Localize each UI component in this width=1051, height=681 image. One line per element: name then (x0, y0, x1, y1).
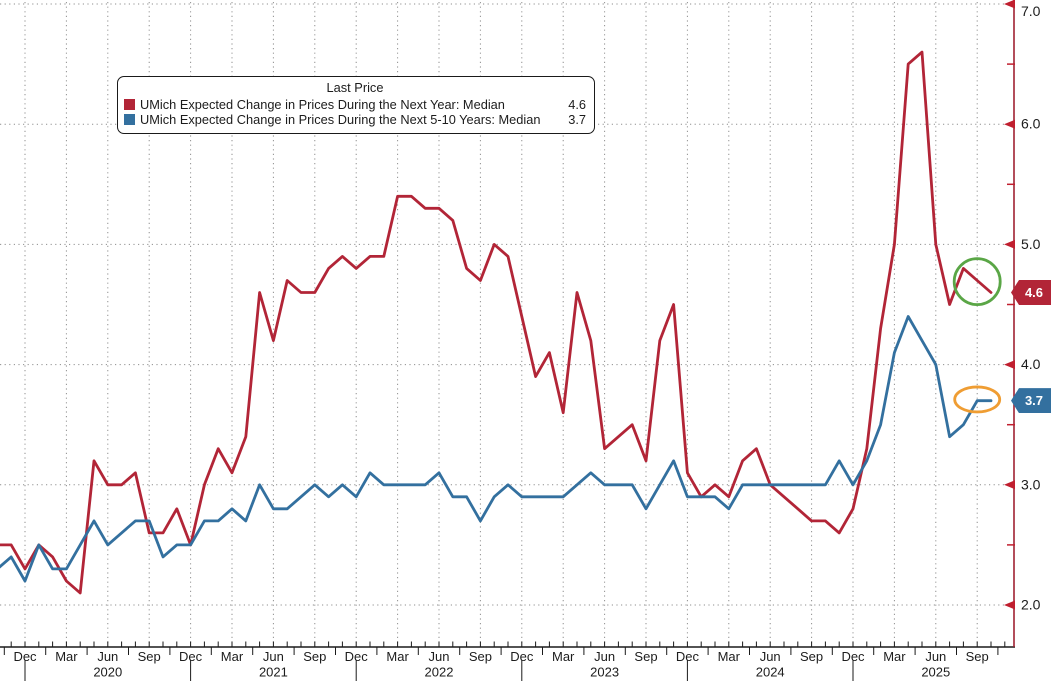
y-axis-label: 3.0 (1021, 476, 1041, 492)
series-line-five-ten-years (0, 315, 993, 583)
y-axis-label: 5.0 (1021, 236, 1041, 252)
month-label: Dec (841, 649, 865, 664)
month-label: Dec (345, 649, 369, 664)
month-label: Jun (429, 649, 450, 664)
year-label: 2020 (93, 665, 122, 680)
legend: Last Price UMich Expected Change in Pric… (117, 76, 595, 134)
year-label: 2021 (259, 665, 288, 680)
month-label: Mar (883, 649, 906, 664)
series-line-next-year (0, 50, 993, 595)
month-label: Dec (13, 649, 37, 664)
month-label: Dec (676, 649, 700, 664)
month-label: Jun (760, 649, 781, 664)
red-series-swatch-icon (124, 98, 135, 110)
month-label: Dec (179, 649, 203, 664)
legend-value-next-year: 4.6 (568, 96, 586, 112)
y-tick-arrow-icon (1004, 360, 1015, 370)
legend-label-5-10-years: UMich Expected Change in Prices During t… (140, 112, 541, 127)
legend-label-next-year: UMich Expected Change in Prices During t… (140, 96, 505, 112)
last-price-badge-next-year: 4.6 (1011, 279, 1051, 305)
month-label: Sep (303, 649, 326, 664)
annotation-ellipse-orange (953, 385, 1002, 414)
month-label: Sep (634, 649, 657, 664)
y-axis-label: 6.0 (1021, 116, 1041, 132)
year-label: 2023 (590, 665, 619, 680)
month-label: Sep (966, 649, 989, 664)
legend-row-5-10-years: UMich Expected Change in Prices During t… (124, 112, 586, 128)
y-tick-arrow-icon (1004, 480, 1015, 490)
y-axis-label: 4.0 (1021, 356, 1041, 372)
year-label: 2025 (921, 665, 950, 680)
legend-title: Last Price (326, 80, 384, 95)
month-label: Dec (510, 649, 534, 664)
month-label: Jun (594, 649, 615, 664)
month-label: Mar (386, 649, 409, 664)
y-tick-arrow-icon (1004, 0, 1015, 9)
month-label: Mar (718, 649, 741, 664)
year-label: 2022 (425, 665, 454, 680)
y-tick-arrow-icon (1004, 239, 1015, 249)
y-axis-label: 2.0 (1021, 597, 1041, 613)
y-axis-label: 7.0 (1021, 3, 1041, 19)
month-label: Mar (221, 649, 244, 664)
month-label: Sep (800, 649, 823, 664)
month-label: Mar (552, 649, 575, 664)
annotation-circle-green (952, 257, 1002, 307)
month-label: Sep (138, 649, 161, 664)
month-label: Jun (97, 649, 118, 664)
y-tick-arrow-icon (1004, 600, 1015, 610)
month-label: Jun (925, 649, 946, 664)
blue-series-swatch-icon (124, 114, 135, 126)
year-label: 2024 (756, 665, 785, 680)
month-label: Jun (263, 649, 284, 664)
y-tick-arrow-icon (1004, 119, 1015, 129)
legend-value-5-10-years: 3.7 (568, 112, 586, 127)
last-price-badge-5-10-years: 3.7 (1011, 388, 1051, 414)
month-label: Sep (469, 649, 492, 664)
legend-row-next-year: UMich Expected Change in Prices During t… (124, 97, 586, 113)
month-label: Mar (55, 649, 78, 664)
